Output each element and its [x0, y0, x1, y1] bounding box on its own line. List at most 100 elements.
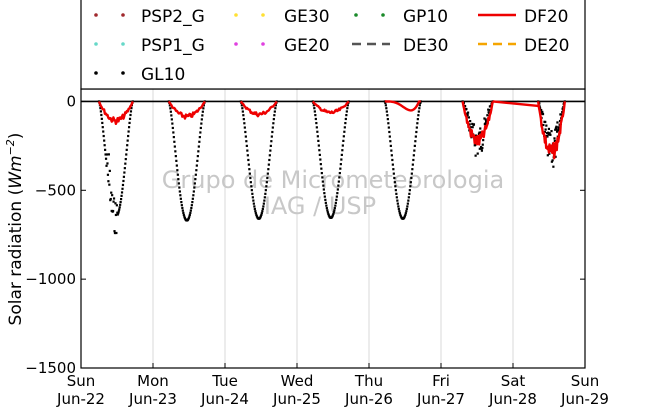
gl10-point [115, 204, 118, 207]
gl10-point [201, 110, 204, 113]
gl10-point [105, 164, 108, 167]
gl10-point [326, 209, 329, 212]
gl10-point [478, 131, 481, 134]
gl10-point [254, 212, 257, 215]
x-tick-day-6: Sat [501, 372, 526, 390]
gl10-point [169, 110, 172, 113]
gl10-point [196, 155, 199, 158]
gl10-point [332, 211, 335, 214]
gl10-point [99, 110, 102, 113]
legend-marker [121, 13, 125, 17]
gl10-point [117, 210, 120, 213]
gl10-point [197, 150, 200, 153]
gl10-point [113, 230, 116, 233]
gl10-point [318, 149, 321, 152]
gl10-point [127, 134, 130, 138]
gl10-point [126, 144, 129, 147]
gl10-point [325, 204, 328, 207]
gl10-point [104, 153, 107, 156]
gl10-point [544, 128, 547, 131]
x-tick-day-1: Mon [137, 372, 169, 390]
gl10-point [542, 123, 545, 127]
gl10-point [487, 111, 491, 114]
gl10-point [269, 144, 272, 147]
gl10-point [106, 162, 109, 165]
legend-marker [234, 13, 238, 17]
gl10-point [325, 207, 328, 210]
x-tick-date-2: Jun-24 [200, 390, 249, 408]
gl10-point [411, 163, 414, 166]
gl10-point [339, 167, 342, 170]
gl10-point [113, 231, 117, 235]
gl10-point [172, 135, 175, 139]
gl10-point [315, 121, 318, 125]
gl10-point [557, 129, 560, 132]
gl10-point [407, 199, 410, 202]
gl10-point [182, 213, 185, 216]
gl10-point [415, 126, 418, 129]
gl10-point [171, 122, 174, 125]
gl10-point [250, 189, 253, 192]
gl10-point [410, 176, 413, 180]
gl10-point [485, 120, 488, 123]
gl10-point [396, 199, 399, 202]
gl10-point [408, 189, 411, 192]
gl10-point [249, 181, 252, 184]
gl10-point [176, 169, 179, 172]
watermark: Grupo de Micrometeorologia IAG / USP [162, 166, 504, 220]
gl10-point [181, 209, 184, 212]
gl10-point [541, 110, 544, 113]
gl10-point [407, 196, 410, 199]
gl10-point [334, 201, 337, 204]
gl10-point [418, 104, 421, 107]
legend-marker [94, 71, 98, 75]
gl10-point [392, 172, 395, 175]
gl10-point [345, 113, 348, 117]
gl10-point [551, 159, 554, 162]
gl10-point [114, 202, 117, 205]
gl10-point [265, 185, 268, 188]
gl10-point [190, 206, 193, 210]
gl10-point [202, 104, 205, 107]
gl10-point [409, 181, 412, 184]
gl10-point [264, 189, 267, 192]
gl10-point [261, 207, 264, 211]
x-tick-date-4: Jun-26 [344, 390, 393, 408]
gl10-point [119, 197, 123, 201]
gl10-point [101, 121, 104, 125]
gl10-point [105, 153, 109, 156]
gl10-point [478, 147, 481, 150]
gl10-point [389, 144, 392, 147]
gl10-point [125, 148, 128, 151]
gl10-point [323, 195, 326, 198]
gl10-point [467, 116, 470, 119]
gl10-point [123, 167, 126, 170]
gl10-point [541, 112, 545, 116]
gl10-point [119, 200, 122, 204]
gl10-point [546, 154, 549, 157]
gl10-point [414, 135, 417, 138]
gl10-point [403, 215, 406, 218]
gl10-point [479, 145, 483, 149]
gl10-point [199, 131, 202, 134]
legend-item-df20: DF20 [478, 7, 569, 27]
gl10-point [476, 152, 479, 155]
gl10-point [387, 122, 390, 125]
gl10-point [558, 119, 562, 123]
gl10-point [273, 110, 276, 113]
x-tick-date-7: Jun-29 [560, 390, 609, 408]
gl10-point [547, 127, 551, 131]
gl10-point [118, 208, 121, 211]
gl10-point [397, 207, 400, 211]
gl10-point [418, 107, 421, 110]
gl10-point [391, 163, 394, 166]
gl10-point [262, 205, 265, 208]
gl10-point [191, 201, 194, 204]
gl10-point [252, 202, 255, 205]
gl10-point [263, 199, 266, 202]
gl10-point [112, 209, 115, 213]
x-tick-day-3: Wed [281, 372, 314, 390]
gl10-point [322, 188, 325, 191]
gl10-point [342, 139, 345, 142]
gl10-point [398, 212, 401, 215]
